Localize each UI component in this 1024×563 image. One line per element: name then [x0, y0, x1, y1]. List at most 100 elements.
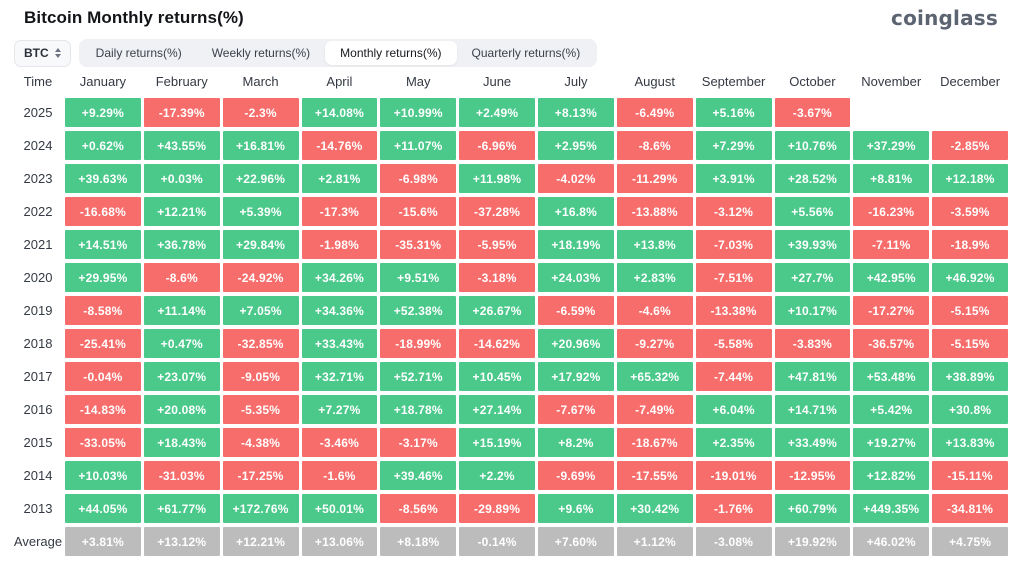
return-cell: -3.67%: [774, 98, 851, 127]
return-cell: +19.27%: [853, 428, 930, 457]
return-cell: +4.75%: [932, 527, 1008, 556]
month-header-december: December: [940, 73, 1001, 89]
return-cell: +2.95%: [538, 131, 614, 160]
return-cell: +7.60%: [538, 527, 614, 556]
return-cell: -24.92%: [222, 263, 299, 292]
return-cell: -6.59%: [538, 296, 614, 325]
return-cell: +42.95%: [853, 263, 930, 292]
return-cell: +52.71%: [380, 362, 457, 391]
return-cell: +12.18%: [932, 164, 1008, 193]
return-cell: -13.38%: [695, 296, 772, 325]
return-cell: -12.95%: [774, 461, 851, 490]
return-cell: +8.13%: [538, 98, 614, 127]
row-label-2022: 2022: [23, 204, 53, 219]
return-cell: +52.38%: [380, 296, 457, 325]
month-header-october: October: [789, 73, 836, 89]
return-cell: -3.59%: [932, 197, 1008, 226]
return-cell: +14.51%: [65, 230, 141, 259]
return-cell: -16.23%: [853, 197, 930, 226]
month-header-november: November: [861, 73, 922, 89]
return-cell: +33.49%: [774, 428, 851, 457]
return-cell: -1.76%: [695, 494, 772, 523]
return-cell: +24.03%: [538, 263, 614, 292]
return-cell: +60.79%: [774, 494, 851, 523]
return-cell: +2.35%: [695, 428, 772, 457]
return-cell: +10.45%: [459, 362, 535, 391]
return-cell: [932, 98, 1008, 127]
tab-quarterly-returns[interactable]: Quarterly returns(%): [471, 46, 581, 60]
return-cell: -1.98%: [301, 230, 378, 259]
return-cell: -7.44%: [695, 362, 772, 391]
return-cell: +34.36%: [301, 296, 378, 325]
row-label-2015: 2015: [23, 435, 53, 450]
return-cell: +8.81%: [853, 164, 930, 193]
return-cell: +8.2%: [538, 428, 614, 457]
return-cell: -6.96%: [459, 131, 535, 160]
return-cell: +38.89%: [932, 362, 1008, 391]
return-cell: -7.49%: [616, 395, 693, 424]
return-cell: -7.51%: [695, 263, 772, 292]
return-cell: +65.32%: [616, 362, 693, 391]
return-cell: -5.35%: [222, 395, 299, 424]
month-header-august: August: [634, 73, 675, 89]
return-cell: -5.15%: [932, 296, 1008, 325]
topbar: Bitcoin Monthly returns(%) coinglass: [0, 0, 1024, 30]
row-label-average: Average: [13, 534, 63, 549]
return-cell: -32.85%: [222, 329, 299, 358]
return-cell: -7.03%: [695, 230, 772, 259]
row-label-2020: 2020: [23, 270, 53, 285]
return-cell: +16.8%: [538, 197, 614, 226]
return-cell: +10.76%: [774, 131, 851, 160]
return-cell: +39.93%: [774, 230, 851, 259]
return-cell: -3.83%: [774, 329, 851, 358]
return-cell: -35.31%: [380, 230, 457, 259]
return-cell: -36.57%: [853, 329, 930, 358]
return-cell: -7.67%: [538, 395, 614, 424]
return-cell: -1.6%: [301, 461, 378, 490]
return-cell: +28.52%: [774, 164, 851, 193]
coin-select[interactable]: BTC: [14, 39, 71, 67]
time-column-header: Time: [23, 73, 53, 89]
return-cell: +172.76%: [222, 494, 299, 523]
return-cell: +43.55%: [143, 131, 220, 160]
tab-weekly-returns[interactable]: Weekly returns(%): [211, 46, 311, 60]
return-cell: +18.78%: [380, 395, 457, 424]
tab-monthly-returns[interactable]: Monthly returns(%): [325, 41, 457, 65]
month-header-march: March: [242, 73, 279, 89]
month-header-september: September: [701, 73, 766, 89]
row-label-2014: 2014: [23, 468, 53, 483]
month-header-january: January: [79, 73, 127, 89]
return-cell: +9.51%: [380, 263, 457, 292]
return-cell: +53.48%: [853, 362, 930, 391]
return-cell: +18.19%: [538, 230, 614, 259]
return-cell: +29.95%: [65, 263, 141, 292]
return-cell: +0.47%: [143, 329, 220, 358]
return-cell: -13.88%: [616, 197, 693, 226]
return-cell: -31.03%: [143, 461, 220, 490]
return-cell: +30.8%: [932, 395, 1008, 424]
return-cell: -3.08%: [695, 527, 772, 556]
return-cell: -6.49%: [616, 98, 693, 127]
return-cell: -33.05%: [65, 428, 141, 457]
return-cell: +0.03%: [143, 164, 220, 193]
return-cell: +12.21%: [222, 527, 299, 556]
page-title: Bitcoin Monthly returns(%): [24, 8, 244, 27]
return-cell: -11.29%: [616, 164, 693, 193]
return-cell: +5.56%: [774, 197, 851, 226]
return-cell: +8.18%: [380, 527, 457, 556]
return-cell: +13.83%: [932, 428, 1008, 457]
return-cell: -17.27%: [853, 296, 930, 325]
return-cell: +44.05%: [65, 494, 141, 523]
return-cell: +33.43%: [301, 329, 378, 358]
tab-daily-returns[interactable]: Daily returns(%): [95, 46, 182, 60]
return-cell: -14.83%: [65, 395, 141, 424]
return-cell: -3.17%: [380, 428, 457, 457]
month-header-july: July: [564, 73, 588, 89]
return-cell: [853, 98, 929, 127]
return-cell: -15.6%: [380, 197, 457, 226]
coin-select-value: BTC: [24, 46, 49, 60]
return-cell: +2.81%: [301, 164, 378, 193]
row-label-2017: 2017: [23, 369, 53, 384]
return-cell: -17.3%: [301, 197, 378, 226]
